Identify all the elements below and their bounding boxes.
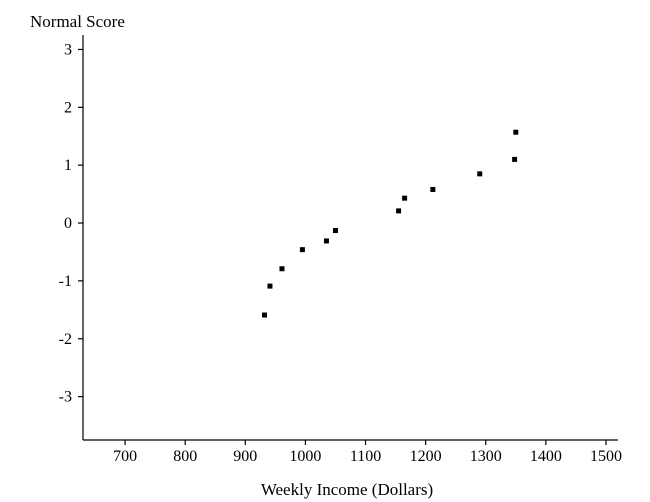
x-axis-ticks: 700 800 900 1000 1100 1200 1300 1400 1500 xyxy=(113,440,622,465)
y-tick-label: -1 xyxy=(59,273,72,290)
data-point xyxy=(279,266,285,272)
y-tick-label: 3 xyxy=(64,41,72,58)
data-point xyxy=(323,238,329,244)
y-tick-label: -3 xyxy=(59,389,72,406)
x-tick-label: 1500 xyxy=(590,448,622,465)
x-tick-label: 1000 xyxy=(289,448,321,465)
data-point xyxy=(267,283,273,289)
x-axis-title: Weekly Income (Dollars) xyxy=(261,480,433,499)
y-tick-label: 1 xyxy=(64,157,72,174)
x-tick-label: 800 xyxy=(173,448,197,465)
y-tick-label: 0 xyxy=(64,215,72,232)
y-axis-title: Normal Score xyxy=(30,12,125,31)
data-point xyxy=(430,186,436,192)
data-point xyxy=(396,208,402,214)
data-point xyxy=(513,129,519,135)
x-tick-label: 1200 xyxy=(410,448,442,465)
y-tick-label: 2 xyxy=(64,99,72,116)
data-point xyxy=(477,171,483,177)
data-points xyxy=(262,129,519,318)
data-point xyxy=(402,195,408,201)
x-tick-label: 1400 xyxy=(530,448,562,465)
y-axis-ticks: 3 2 1 0 -1 -2 -3 xyxy=(59,41,83,406)
data-point xyxy=(299,247,305,253)
x-tick-label: 1300 xyxy=(470,448,502,465)
data-point xyxy=(512,156,518,162)
data-point xyxy=(332,228,338,234)
data-point xyxy=(262,312,268,318)
x-tick-label: 1100 xyxy=(350,448,381,465)
x-tick-label: 700 xyxy=(113,448,137,465)
y-tick-label: -2 xyxy=(59,331,72,348)
x-tick-label: 900 xyxy=(233,448,257,465)
